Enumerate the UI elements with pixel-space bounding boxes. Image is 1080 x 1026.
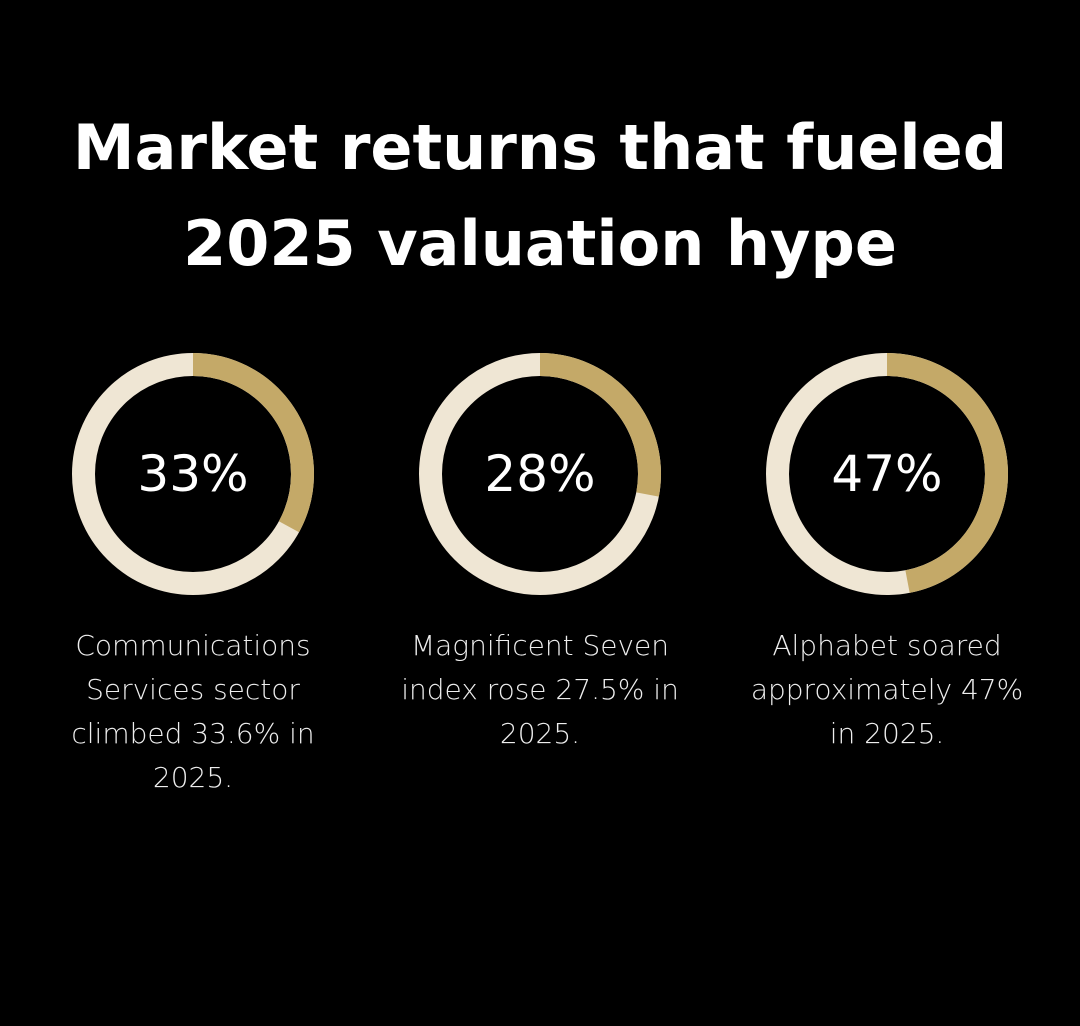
page-title: Market returns that fueled 2025 valuatio… bbox=[0, 100, 1080, 292]
percent-label: 33% bbox=[137, 445, 248, 503]
donut-chart-alphabet: 47% bbox=[765, 352, 1009, 596]
donut-chart-communications: 33% bbox=[71, 352, 315, 596]
donut-svg: 47% bbox=[766, 353, 1008, 595]
ring-value-arc bbox=[539, 353, 661, 497]
donut-svg: 28% bbox=[419, 353, 661, 595]
caption-alphabet: Alphabet soared approximately 47% in 202… bbox=[750, 629, 1024, 750]
title-line-2: 2025 valuation hype bbox=[183, 207, 897, 280]
caption-communications: Communications Services sector climbed 3… bbox=[71, 629, 315, 794]
ring-value-arc bbox=[886, 353, 1008, 593]
donut-chart-magnificent-seven: 28% bbox=[418, 352, 662, 596]
donut-svg: 33% bbox=[72, 353, 314, 595]
percent-label: 28% bbox=[484, 445, 595, 503]
caption-magnificent-seven: Magnificent Seven index rose 27.5% in 20… bbox=[401, 629, 679, 750]
ring-value-arc bbox=[192, 353, 314, 533]
title-line-1: Market returns that fueled bbox=[72, 111, 1008, 184]
percent-label: 47% bbox=[831, 445, 942, 503]
